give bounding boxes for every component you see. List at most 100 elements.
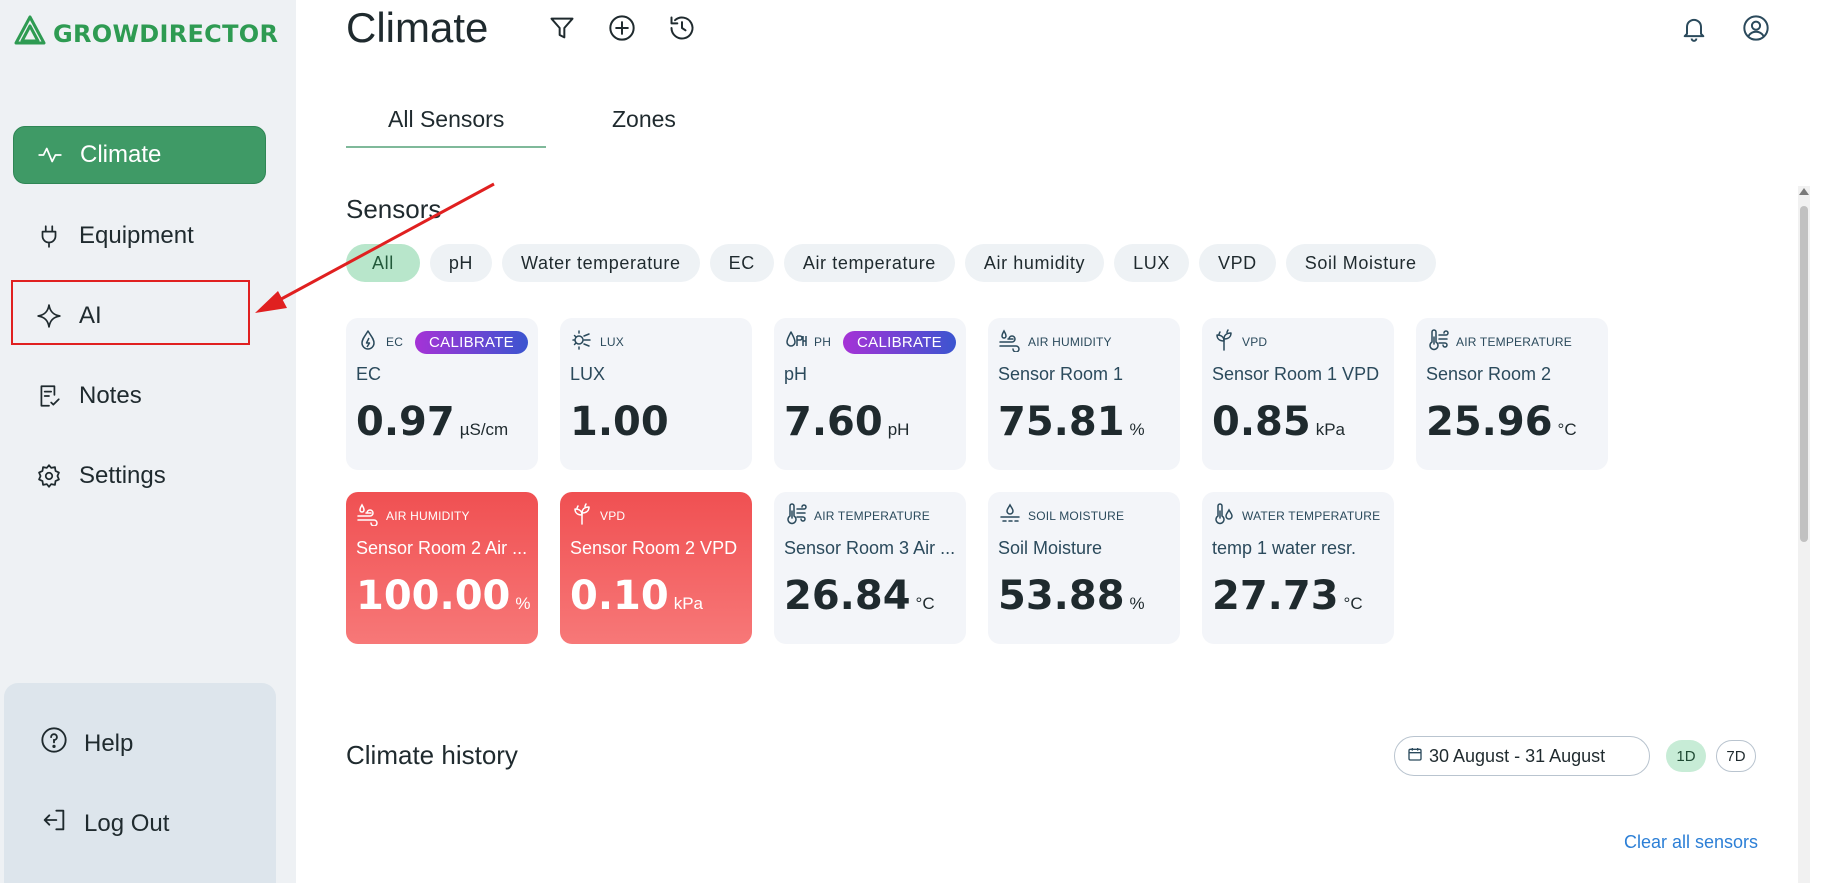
sensor-name: Sensor Room 1 VPD [1212, 364, 1380, 384]
logout-label: Log Out [84, 809, 170, 837]
sensor-type: LUX [600, 335, 624, 349]
tab-zones[interactable]: Zones [612, 106, 676, 132]
tab-all-sensors[interactable]: All Sensors [388, 106, 505, 132]
filter-chip-lux[interactable]: LUX [1114, 244, 1189, 282]
scrollbar-thumb[interactable] [1800, 206, 1808, 542]
sensor-card-soil-moisture[interactable]: SOIL MOISTURE Soil Moisture 53.88 % [988, 492, 1180, 644]
calibrate-button[interactable]: CALIBRATE [415, 330, 528, 354]
air-humidity-icon [998, 328, 1022, 357]
sensor-type: WATER TEMPERATURE [1242, 509, 1381, 523]
sensor-unit: °C [1557, 420, 1577, 439]
sensor-value: 0.10 [570, 573, 669, 619]
help-button[interactable]: Help [40, 726, 133, 761]
filter-icon[interactable] [546, 12, 578, 44]
scroll-up-arrow[interactable] [1799, 188, 1809, 195]
filter-chip-air-temperature[interactable]: Air temperature [783, 244, 955, 282]
filter-chip-all[interactable]: All [346, 244, 420, 282]
sidebar-item-settings[interactable]: Settings [13, 447, 266, 505]
sidebar-item-ai[interactable]: AI [13, 287, 266, 345]
sensor-card-lux[interactable]: LUX LUX 1.00 [560, 318, 752, 470]
sensor-card-vpd-room-1[interactable]: VPD Sensor Room 1 VPD 0.85 kPa [1202, 318, 1394, 470]
filter-chip-vpd[interactable]: VPD [1198, 244, 1276, 282]
sensor-value: 27.73 [1212, 573, 1339, 619]
date-range-picker[interactable]: 30 August - 31 August [1394, 736, 1650, 776]
range-1d-button[interactable]: 1D [1666, 740, 1706, 772]
lux-icon [570, 328, 594, 357]
logo-dot [262, 32, 265, 35]
sidebar: GROWDIRECTOR Climate Equipment AI Notes … [0, 0, 296, 883]
vpd-icon [1212, 328, 1236, 357]
sensor-type: EC [386, 335, 404, 349]
sensor-unit: kPa [673, 594, 703, 613]
sensors-section-title: Sensors [346, 194, 442, 224]
sensor-unit: % [515, 594, 531, 613]
sidebar-footer [4, 683, 276, 883]
sensor-type: PH [814, 335, 832, 349]
air-humidity-icon [356, 502, 380, 531]
sensor-name: Soil Moisture [998, 538, 1103, 558]
sidebar-item-label: Notes [79, 382, 142, 409]
sensor-value: 53.88 [998, 573, 1125, 619]
sensor-value: 25.96 [1426, 399, 1553, 445]
sensor-name: Sensor Room 2 VPD [570, 538, 738, 558]
filter-chip-ec[interactable]: EC [709, 244, 774, 282]
sensor-unit: °C [915, 594, 935, 613]
user-icon[interactable] [1740, 12, 1772, 44]
sidebar-item-equipment[interactable]: Equipment [13, 207, 266, 265]
sparkle-icon [35, 302, 63, 330]
logo-mark-icon [13, 14, 47, 53]
bell-icon[interactable] [1678, 12, 1710, 44]
filter-chip-ph[interactable]: pH [429, 244, 493, 282]
sensor-value: 75.81 [998, 399, 1125, 445]
sensor-card-water-temperature[interactable]: WATER TEMPERATURE temp 1 water resr. 27.… [1202, 492, 1394, 644]
sensor-unit: µS/cm [459, 420, 509, 439]
sensor-type: VPD [600, 509, 626, 523]
clear-all-sensors-link[interactable]: Clear all sensors [1624, 832, 1759, 852]
history-icon[interactable] [666, 12, 698, 44]
sensor-name: Sensor Room 2 Air ... [356, 538, 528, 558]
sidebar-item-label: Settings [79, 462, 166, 489]
gear-icon [35, 462, 63, 490]
sensor-value: 100.00 [356, 573, 511, 619]
sensor-card-ec[interactable]: EC CALIBRATE EC 0.97 µS/cm [346, 318, 538, 470]
filter-chip-soil-moisture[interactable]: Soil Moisture [1285, 244, 1436, 282]
sensor-name: EC [356, 364, 382, 384]
sidebar-item-notes[interactable]: Notes [13, 367, 266, 425]
sensor-name: pH [784, 364, 808, 384]
filter-chip-water-temperature[interactable]: Water temperature [502, 244, 700, 282]
active-tab-indicator [346, 146, 546, 148]
sensor-name: temp 1 water resr. [1212, 538, 1357, 558]
sensor-card-air-temperature-room-3[interactable]: AIR TEMPERATURE Sensor Room 3 Air ... 26… [774, 492, 966, 644]
sensor-unit: % [1129, 594, 1145, 613]
logout-button[interactable]: Log Out [40, 806, 169, 841]
sensor-type: AIR TEMPERATURE [814, 509, 930, 523]
sensor-card-air-humidity-room-2[interactable]: AIR HUMIDITY Sensor Room 2 Air ... 100.0… [346, 492, 538, 644]
sensor-type: VPD [1242, 335, 1268, 349]
range-7d-button[interactable]: 7D [1716, 740, 1756, 772]
sensor-card-vpd-room-2[interactable]: VPD Sensor Room 2 VPD 0.10 kPa [560, 492, 752, 644]
sensor-value: 26.84 [784, 573, 911, 619]
climate-history-title: Climate history [346, 740, 518, 770]
sensor-card-air-temperature-room-2[interactable]: AIR TEMPERATURE Sensor Room 2 25.96 °C [1416, 318, 1608, 470]
sensor-card-ph[interactable]: PH CALIBRATE pH 7.60 pH [774, 318, 966, 470]
sensor-unit: % [1129, 420, 1145, 439]
sensor-value: 7.60 [784, 399, 883, 445]
activity-icon [36, 141, 64, 169]
ph-icon [784, 328, 808, 357]
help-label: Help [84, 729, 134, 757]
add-icon[interactable] [606, 12, 638, 44]
date-range-value: 30 August - 31 August [1429, 745, 1606, 766]
sensor-name: Sensor Room 1 [998, 364, 1124, 384]
water-temperature-icon [1212, 502, 1236, 531]
calibrate-button[interactable]: CALIBRATE [843, 330, 956, 354]
sensor-value: 0.97 [356, 399, 455, 445]
sidebar-item-climate[interactable]: Climate [13, 126, 266, 184]
sensor-card-air-humidity-room-1[interactable]: AIR HUMIDITY Sensor Room 1 75.81 % [988, 318, 1180, 470]
brand-logo[interactable]: GROWDIRECTOR [13, 14, 278, 53]
sensor-type: AIR HUMIDITY [1028, 335, 1112, 349]
filter-chip-air-humidity[interactable]: Air humidity [964, 244, 1105, 282]
sensor-name: LUX [570, 364, 606, 384]
sidebar-item-label: Equipment [79, 222, 194, 249]
soil-moisture-icon [998, 502, 1022, 531]
sensor-unit: °C [1343, 594, 1363, 613]
